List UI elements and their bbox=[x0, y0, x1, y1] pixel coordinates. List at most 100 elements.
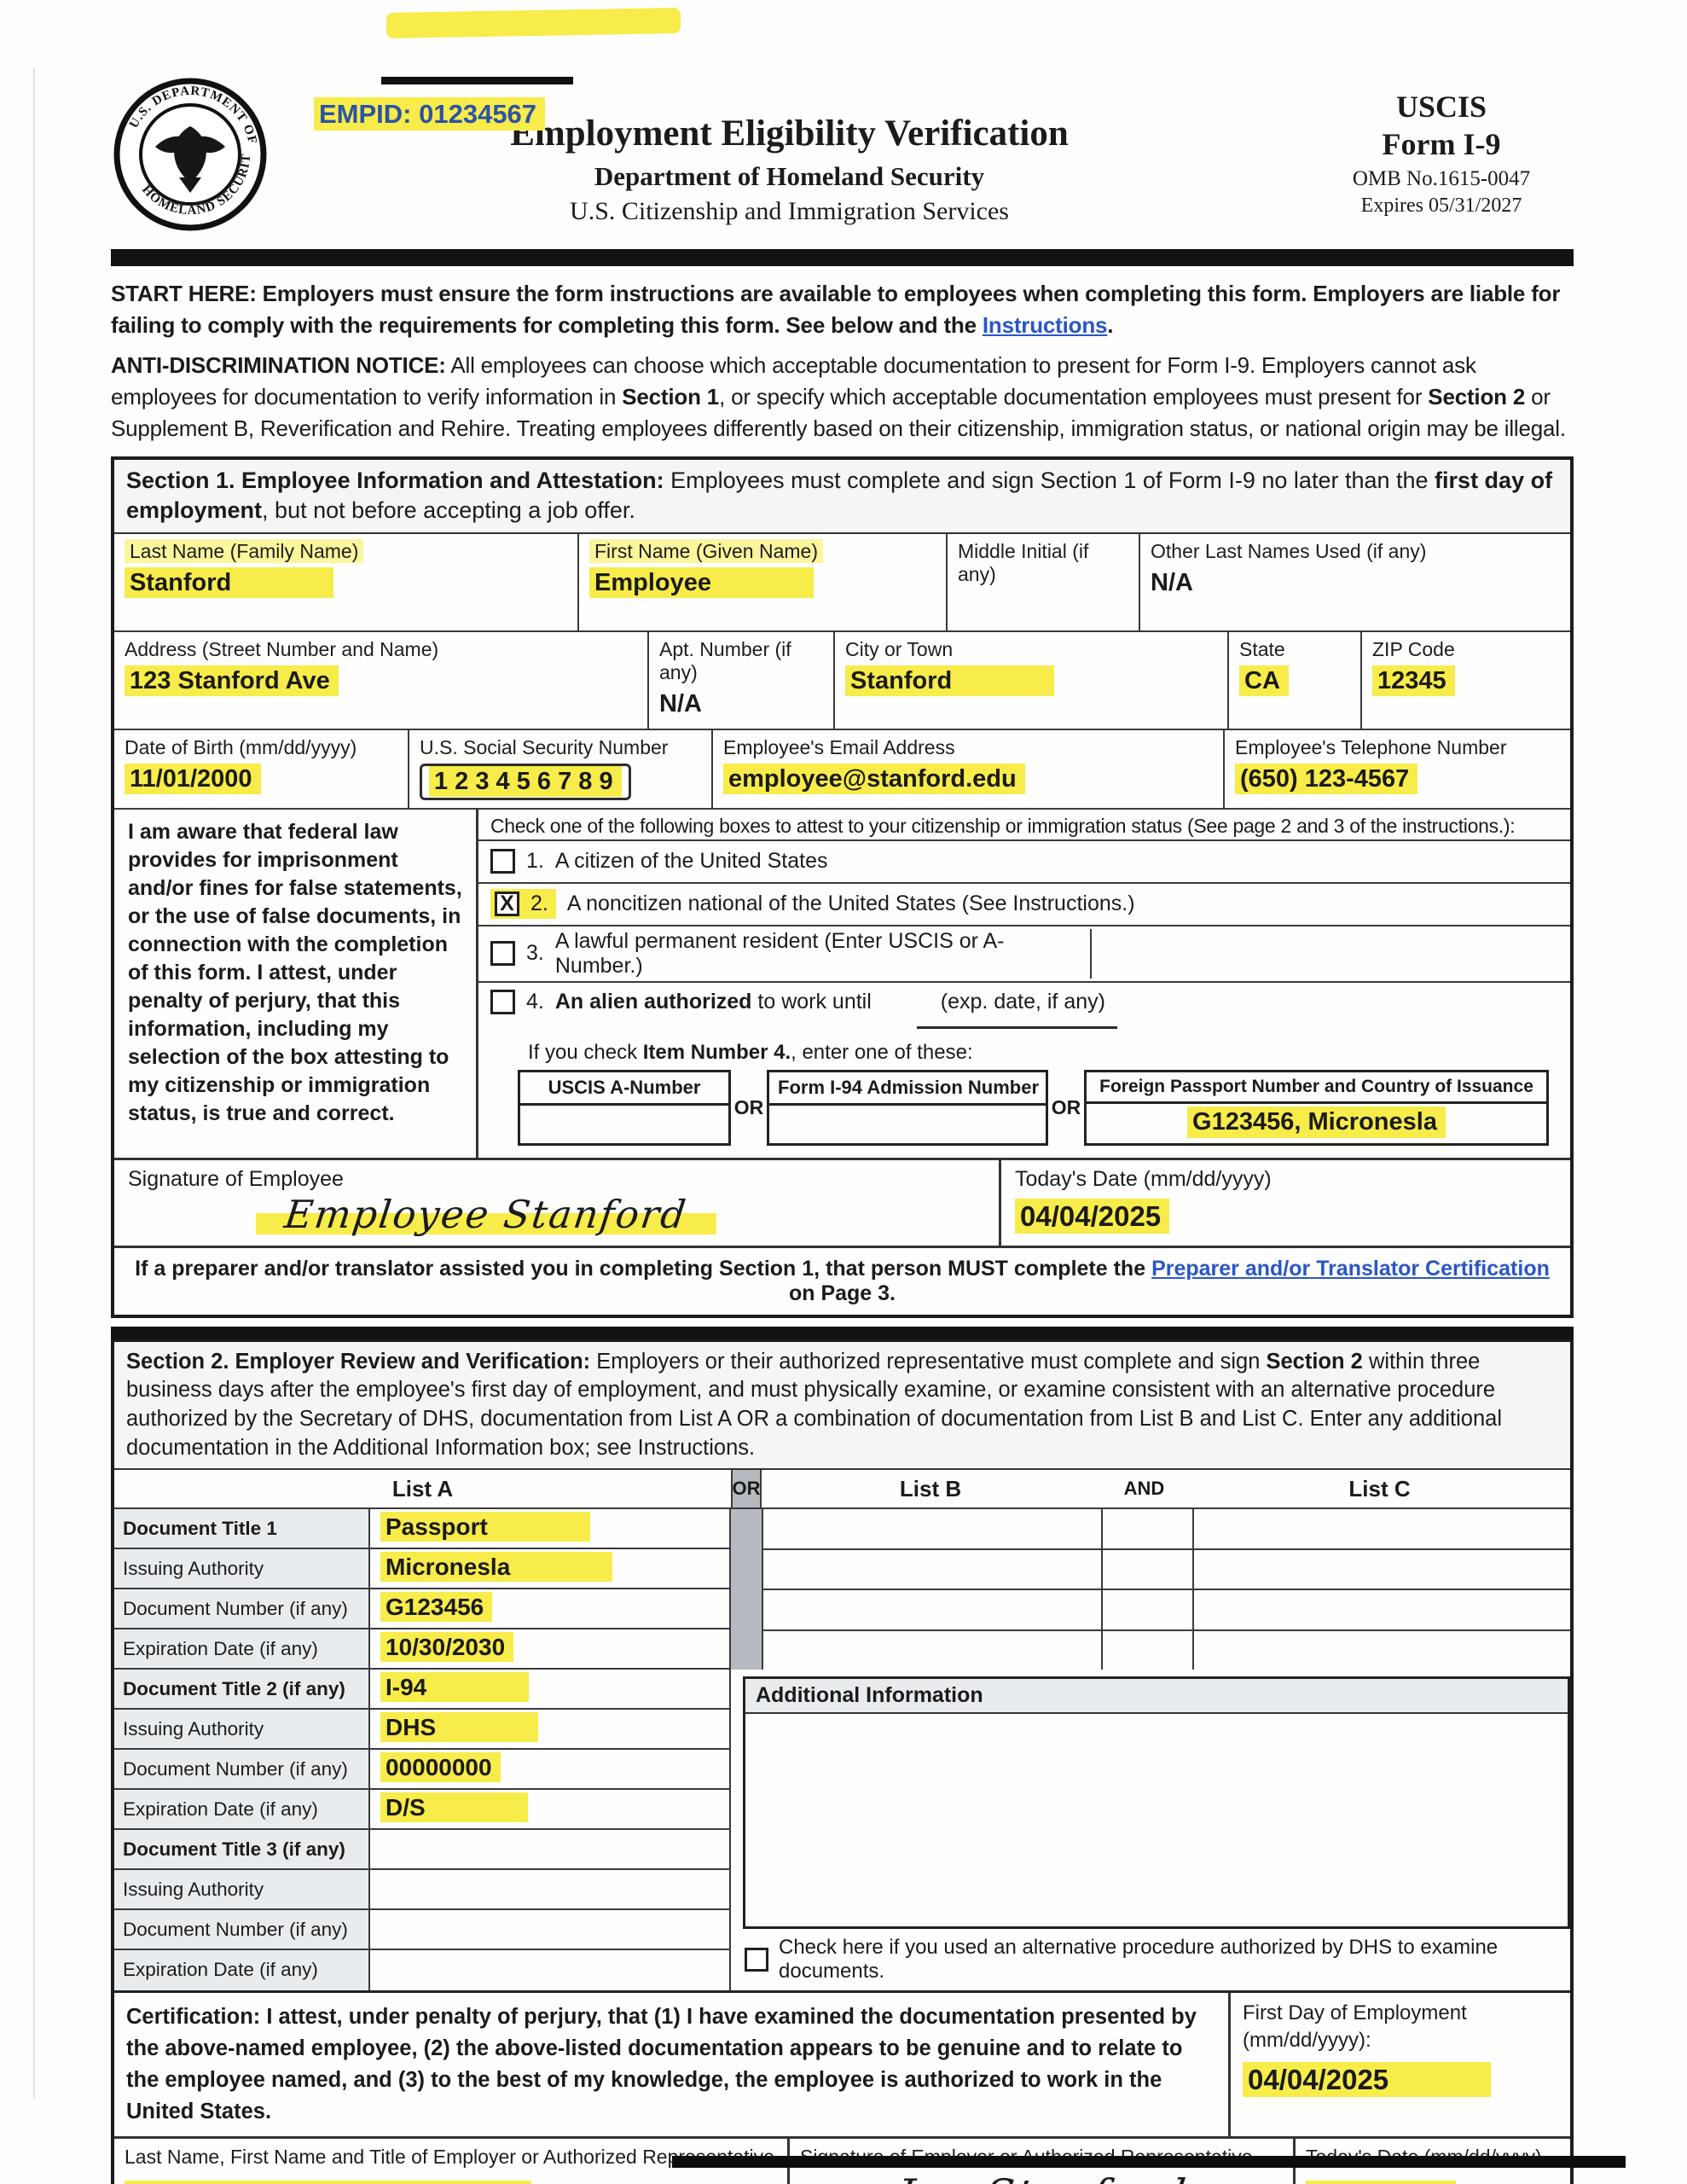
anti-discrimination-paragraph: ANTI-DISCRIMINATION NOTICE: All employee… bbox=[111, 350, 1574, 444]
ssn-field[interactable]: U.S. Social Security Number 1 2 3 4 5 6 … bbox=[409, 729, 713, 808]
alternative-procedure-checkbox[interactable] bbox=[745, 1948, 768, 1972]
doc-number-3-value[interactable] bbox=[370, 1910, 731, 1949]
expiration-2-value[interactable]: D/S bbox=[370, 1790, 731, 1829]
city-field[interactable]: City or Town Stanford bbox=[835, 631, 1229, 729]
table-row: Issuing Authority bbox=[114, 1870, 731, 1911]
last-name-field[interactable]: Last Name (Family Name) Stanford bbox=[114, 533, 579, 630]
state-label: State bbox=[1239, 637, 1285, 660]
list-c-cell[interactable] bbox=[1194, 1590, 1570, 1629]
exp-date-blank[interactable] bbox=[917, 1019, 1117, 1029]
instructions-link[interactable]: Instructions bbox=[982, 311, 1108, 338]
ssn-box: 1 2 3 4 5 6 7 8 9 bbox=[420, 763, 631, 800]
additional-information-box[interactable]: Additional Information bbox=[743, 1676, 1570, 1930]
list-b-cell[interactable] bbox=[763, 1509, 1103, 1548]
doc-title-1-value[interactable]: Passport bbox=[370, 1509, 731, 1548]
first-day-label: First Day of Employment (mm/dd/yyyy): bbox=[1243, 2001, 1467, 2052]
header-titles: Employment Eligibility Verification Depa… bbox=[270, 75, 1309, 226]
city-label: City or Town bbox=[845, 637, 954, 660]
preparer-post: on Page 3. bbox=[788, 1281, 896, 1305]
expiration-3-value[interactable] bbox=[370, 1950, 731, 1991]
permanent-resident-checkbox[interactable] bbox=[490, 941, 515, 967]
list-c-cell[interactable] bbox=[1194, 1550, 1570, 1589]
certification-body: I attest, under penalty of perjury, that… bbox=[126, 2005, 1197, 2124]
list-b-cell[interactable] bbox=[763, 1590, 1103, 1629]
email-value: employee@stanford.edu bbox=[723, 763, 1025, 794]
list-c-header: List C bbox=[1348, 1475, 1411, 1502]
anumber-entry-box[interactable] bbox=[1090, 928, 1558, 979]
start-here-label: START HERE: bbox=[111, 281, 257, 306]
or-separator: OR bbox=[1051, 1095, 1081, 1118]
form-title: Employment Eligibility Verification bbox=[510, 113, 1069, 154]
empid-text: EMPID: 01234567 bbox=[314, 97, 546, 131]
anti-p1: All employees can choose which acceptabl… bbox=[111, 351, 1476, 410]
noncitizen-national-checkbox[interactable]: X bbox=[495, 892, 519, 917]
alien-authorized-checkbox[interactable] bbox=[490, 990, 515, 1015]
table-row: Expiration Date (if any) 10/30/2030 bbox=[114, 1629, 731, 1670]
table-row: Document Title 2 (if any) I-94 bbox=[114, 1670, 731, 1711]
list-c-cell[interactable] bbox=[1194, 1631, 1570, 1670]
i94-box[interactable]: Form I-94 Admission Number bbox=[767, 1069, 1048, 1146]
item4-bold: Item Number 4. bbox=[642, 1040, 791, 1064]
apt-field[interactable]: Apt. Number (if any) N/A bbox=[649, 631, 835, 729]
zip-label: ZIP Code bbox=[1372, 637, 1455, 660]
ssn-value: 1 2 3 4 5 6 7 8 9 bbox=[429, 765, 622, 797]
issuing-authority-3-value[interactable] bbox=[370, 1870, 731, 1909]
body-sheet: START HERE: Employers must ensure the fo… bbox=[0, 249, 1687, 2184]
other-names-label: Other Last Names Used (if any) bbox=[1151, 539, 1427, 562]
first-name-field[interactable]: First Name (Given Name) Employee bbox=[579, 533, 948, 630]
employee-date-field[interactable]: Today's Date (mm/dd/yyyy) 04/04/2025 bbox=[999, 1159, 1570, 1246]
foreign-passport-box[interactable]: Foreign Passport Number and Country of I… bbox=[1084, 1069, 1549, 1146]
state-field[interactable]: State CA bbox=[1229, 631, 1362, 729]
expiration-1-value[interactable]: 10/30/2030 bbox=[370, 1629, 731, 1669]
doc-title-3-value[interactable] bbox=[370, 1830, 731, 1869]
section1-title-bold: first day of employment bbox=[126, 467, 1553, 524]
foreign-passport-label: Foreign Passport Number and Country of I… bbox=[1087, 1072, 1546, 1104]
zip-field[interactable]: ZIP Code 12345 bbox=[1362, 632, 1570, 729]
issuing-authority-3-label: Issuing Authority bbox=[114, 1870, 370, 1909]
employer-name-label: Last Name, First Name and Title of Emplo… bbox=[125, 2146, 774, 2169]
doc-title-2-value[interactable]: I-94 bbox=[370, 1670, 731, 1709]
middle-initial-value bbox=[958, 592, 1128, 623]
employer-signature-value: Joe Stanford bbox=[893, 2170, 1190, 2184]
dob-field[interactable]: Date of Birth (mm/dd/yyyy) 11/01/2000 bbox=[114, 729, 409, 808]
exp-date-hint: (exp. date, if any) bbox=[940, 990, 1105, 1014]
expiration-1-label: Expiration Date (if any) bbox=[114, 1629, 370, 1669]
email-field[interactable]: Employee's Email Address employee@stanfo… bbox=[713, 729, 1225, 808]
address-field[interactable]: Address (Street Number and Name) 123 Sta… bbox=[114, 631, 649, 729]
phone-field[interactable]: Employee's Telephone Number (650) 123-45… bbox=[1225, 730, 1570, 808]
item4-number-table: USCIS A-Number OR Form I-94 Admission Nu… bbox=[518, 1069, 1570, 1146]
address-value: 123 Stanford Ave bbox=[125, 665, 339, 696]
preparer-certification-link[interactable]: Preparer and/or Translator Certification bbox=[1151, 1256, 1550, 1281]
header: U.S. DEPARTMENT OF HOMELAND SECURITY Emp… bbox=[111, 75, 1574, 244]
employee-signature-label: Signature of Employee bbox=[128, 1166, 344, 1191]
start-here-body: Employers must ensure the form instructi… bbox=[111, 281, 1561, 338]
option-text-bold: An alien authorized bbox=[554, 990, 752, 1014]
list-b-c-area: Additional Information Check here if you… bbox=[731, 1509, 1570, 1990]
doc-number-2-value[interactable]: 00000000 bbox=[370, 1750, 731, 1789]
and-column-header: AND bbox=[1123, 1478, 1165, 1500]
employer-name-field[interactable]: Last Name, First Name and Title of Emplo… bbox=[114, 2139, 790, 2184]
issuing-authority-2-value[interactable]: DHS bbox=[370, 1710, 731, 1749]
anti-p2: , or specify which acceptable documentat… bbox=[719, 383, 1429, 410]
option-number: 1. bbox=[526, 849, 544, 874]
list-c-cell[interactable] bbox=[1194, 1509, 1570, 1548]
doc-number-1-value[interactable]: G123456 bbox=[370, 1589, 731, 1629]
list-b-cell[interactable] bbox=[763, 1630, 1103, 1670]
scan-artifact-left-line bbox=[33, 68, 35, 2099]
employee-signature-field[interactable]: Signature of Employee Employee Stanford bbox=[114, 1160, 999, 1246]
alternative-procedure-row: Check here if you used an alternative pr… bbox=[743, 1929, 1570, 1990]
list-b-cell[interactable] bbox=[763, 1549, 1103, 1589]
option-number: 4. bbox=[526, 990, 544, 1014]
or-separator: OR bbox=[733, 1095, 764, 1118]
phone-value: (650) 123-4567 bbox=[1235, 763, 1418, 794]
other-names-field[interactable]: Other Last Names Used (if any) N/A bbox=[1140, 534, 1570, 630]
citizen-checkbox[interactable] bbox=[490, 849, 515, 874]
doc-number-1-label: Document Number (if any) bbox=[114, 1589, 370, 1629]
middle-initial-field[interactable]: Middle Initial (if any) bbox=[948, 533, 1140, 630]
doc-title-3-label: Document Title 3 (if any) bbox=[114, 1830, 370, 1869]
uscis-anumber-box[interactable]: USCIS A-Number bbox=[518, 1069, 731, 1146]
table-row: Document Number (if any) bbox=[114, 1910, 731, 1951]
first-day-field[interactable]: First Day of Employment (mm/dd/yyyy): 04… bbox=[1231, 1993, 1570, 2136]
issuing-authority-1-value[interactable]: Micronesla bbox=[370, 1549, 731, 1589]
